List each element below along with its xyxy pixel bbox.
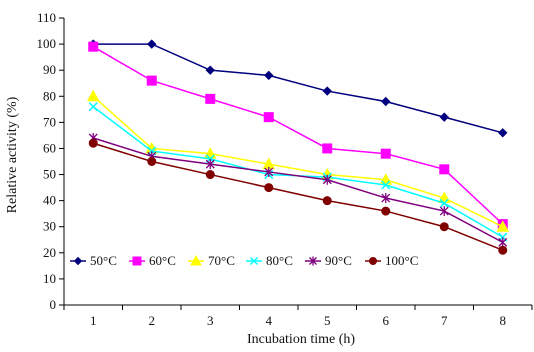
data-point (205, 93, 216, 104)
legend-marker (369, 257, 377, 265)
data-point (439, 222, 449, 232)
marker-stroke (88, 102, 98, 112)
legend: 50°C 60°C 70°C 80°C 90°C 100°C (70, 253, 418, 268)
data-point (205, 159, 215, 170)
legend-item: 90°C (305, 253, 352, 268)
series-layer (86, 39, 510, 255)
legend-item: 50°C (70, 253, 117, 268)
y-tick-label: 10 (43, 271, 56, 286)
legend-item: 60°C (129, 253, 176, 268)
data-point (205, 170, 215, 180)
data-point (263, 112, 274, 123)
axes: 0 10 20 30 40 50 60 70 80 90 100 110 1 2 3 4 5 6 7 8 (37, 10, 533, 328)
data-point (88, 41, 99, 52)
legend-marker (132, 256, 142, 266)
x-axis-title: Incubation time (h) (247, 332, 355, 347)
y-tick-label: 20 (43, 245, 56, 260)
data-point (380, 148, 391, 159)
y-tick-label: 110 (37, 10, 56, 25)
data-point (264, 183, 274, 193)
marker-stroke (381, 180, 391, 190)
data-point (264, 166, 274, 177)
legend-marker (249, 256, 259, 266)
legend-label: 50°C (90, 253, 117, 268)
data-point (205, 65, 215, 75)
data-point (381, 193, 391, 204)
y-tick-label: 50 (43, 167, 56, 182)
y-tick-label: 90 (43, 62, 56, 77)
y-tick-label: 70 (43, 114, 56, 129)
y-tick-label: 30 (43, 219, 56, 234)
legend-item: 80°C (246, 253, 293, 268)
legend-marker (73, 256, 83, 266)
legend-marker (309, 256, 317, 266)
marker-stroke (249, 256, 259, 266)
data-point (381, 96, 391, 107)
legend-marker (190, 254, 202, 266)
legend-label: 60°C (149, 253, 176, 268)
series-line (93, 137, 504, 244)
data-point (381, 180, 391, 190)
y-axis-title: Relative activity (%) (5, 96, 20, 213)
x-tick-label: 1 (90, 313, 97, 328)
legend-label: 70°C (208, 253, 235, 268)
data-point (88, 102, 98, 112)
legend-label: 80°C (266, 253, 293, 268)
data-point (322, 174, 332, 185)
data-point (147, 157, 157, 166)
legend-item: 100°C (365, 253, 418, 268)
y-tick-label: 0 (50, 297, 57, 312)
data-point (146, 75, 157, 86)
data-point (147, 39, 157, 49)
series-6 (88, 138, 508, 255)
series-line (93, 142, 504, 251)
series-line (93, 43, 503, 134)
x-tick-label: 6 (383, 313, 390, 328)
y-tick-label: 80 (43, 88, 56, 103)
data-point (439, 198, 449, 208)
data-point (88, 138, 98, 148)
data-point (439, 206, 449, 217)
data-point (264, 70, 274, 81)
y-tick-label: 60 (43, 140, 56, 155)
legend-label: 100°C (385, 253, 418, 268)
data-point (439, 164, 450, 175)
data-point (381, 206, 391, 216)
data-point (498, 128, 508, 138)
legend-item: 70°C (188, 253, 235, 268)
series-line (92, 95, 504, 228)
data-point (498, 245, 508, 255)
data-point (86, 89, 100, 102)
x-tick-label: 7 (441, 313, 448, 328)
y-tick-label: 100 (37, 36, 57, 51)
series-1 (88, 39, 508, 138)
x-tick-label: 3 (207, 313, 214, 328)
data-point (322, 143, 333, 154)
x-tick-label: 2 (149, 313, 156, 328)
marker-stroke (439, 198, 449, 208)
y-tick-label: 40 (43, 193, 56, 208)
series-line (92, 46, 504, 225)
data-point (322, 86, 332, 96)
x-tick-label: 8 (500, 313, 507, 328)
x-tick-label: 4 (266, 313, 273, 328)
x-tick-label: 5 (324, 313, 331, 328)
data-point (439, 112, 449, 122)
data-point (322, 196, 332, 206)
legend-label: 90°C (325, 253, 352, 268)
data-point (496, 220, 510, 232)
